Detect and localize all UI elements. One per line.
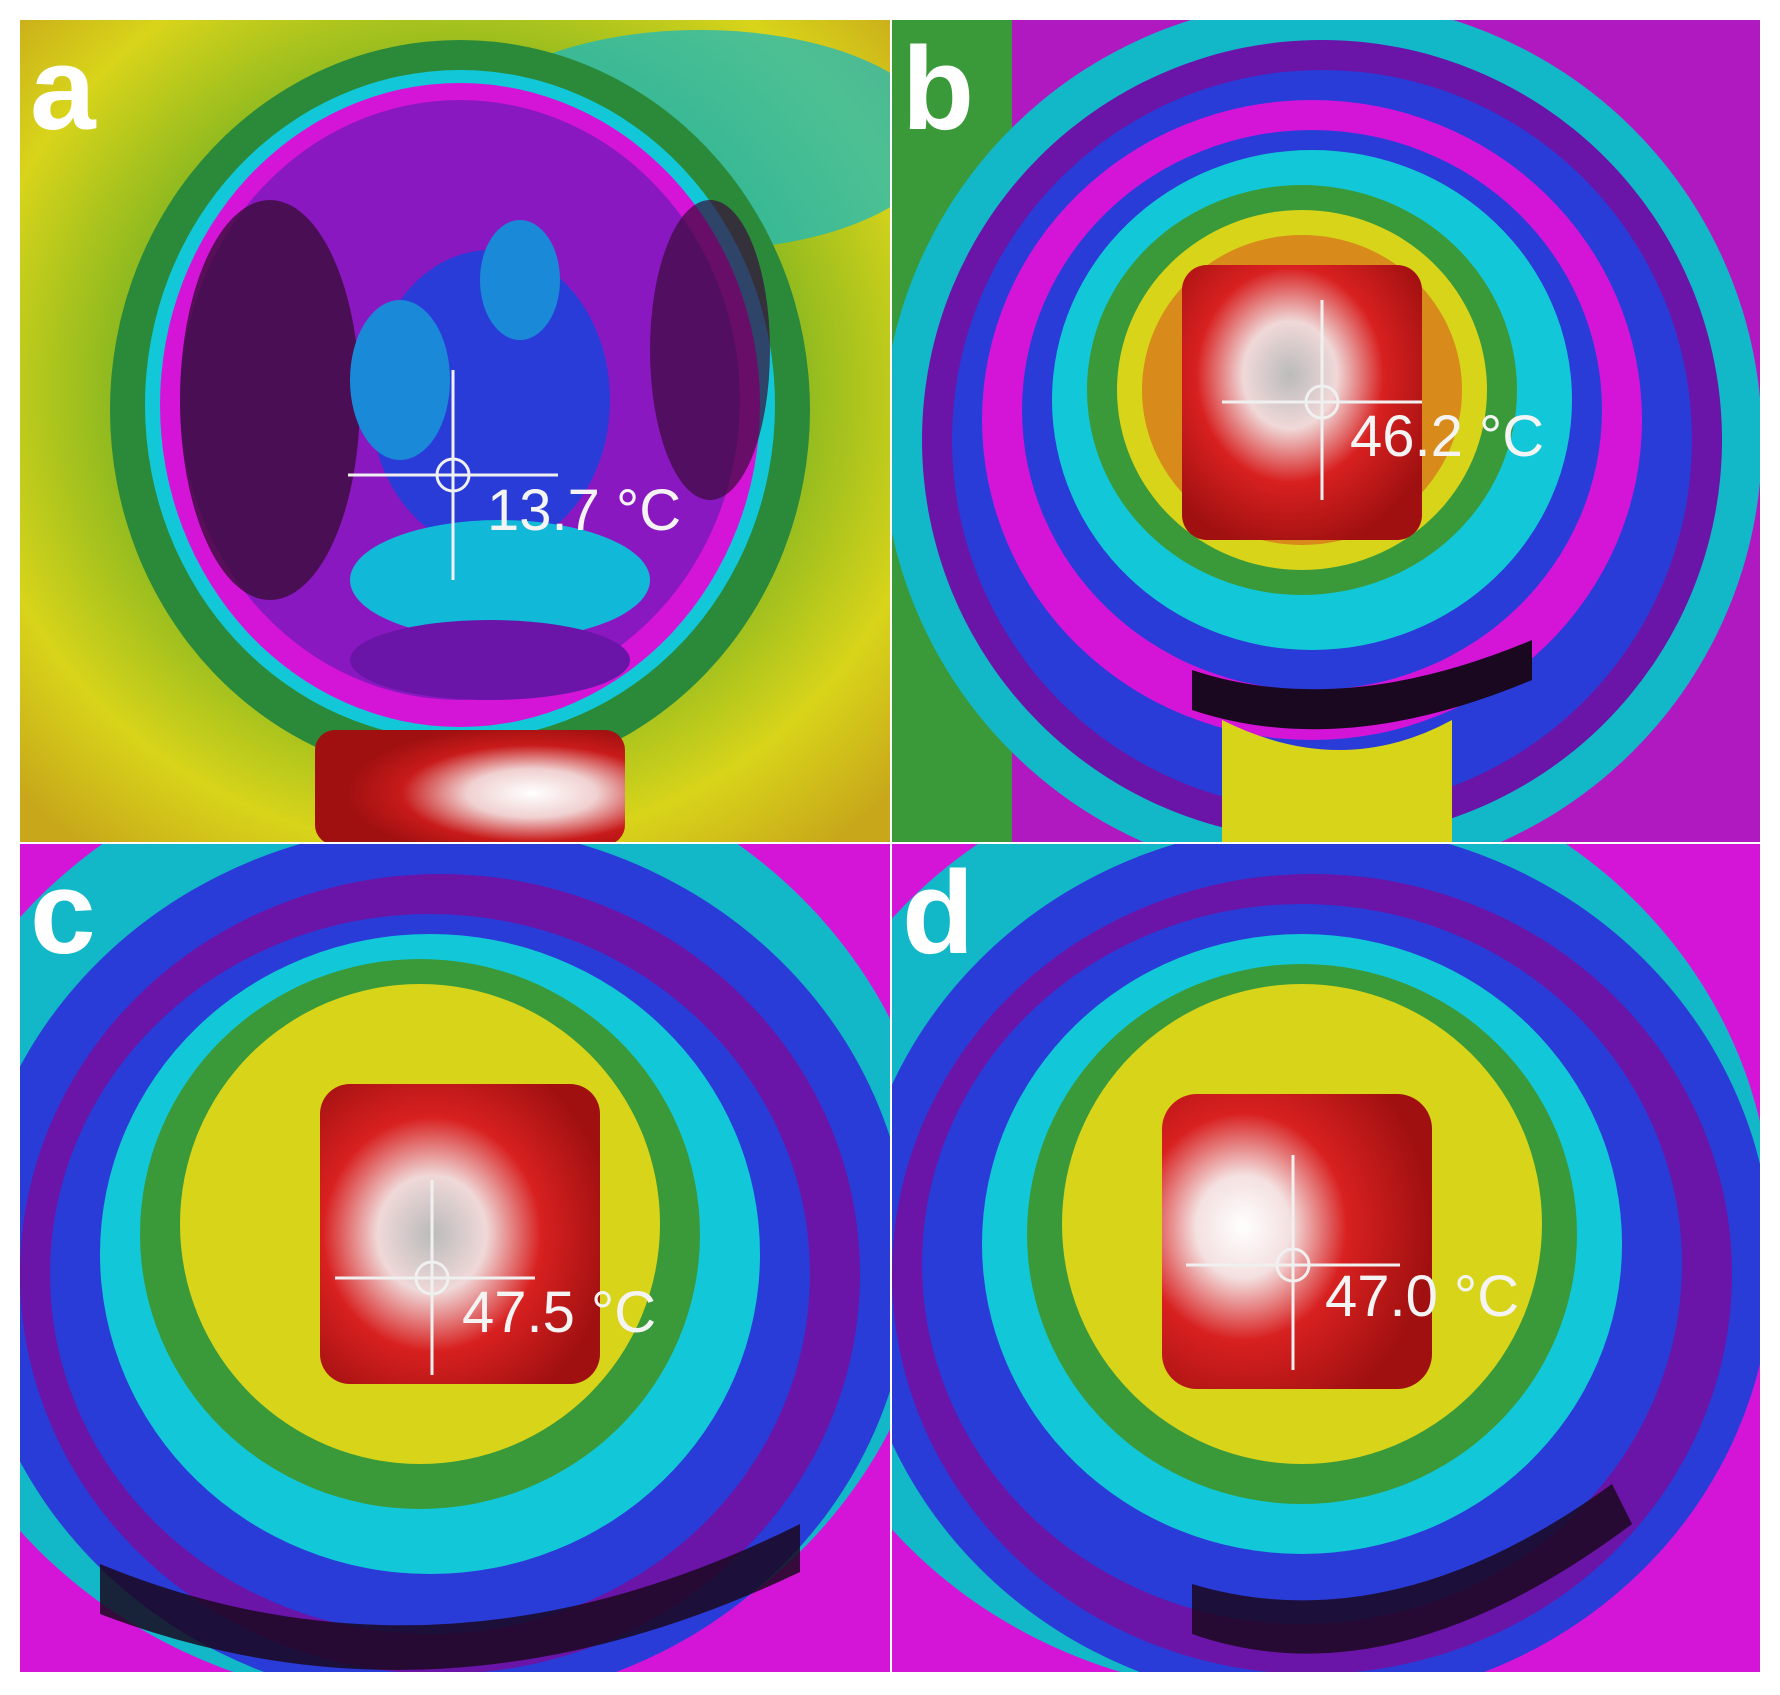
panel-label-a: a bbox=[30, 23, 96, 155]
thermal-image-c bbox=[20, 844, 890, 1672]
thermal-image-d bbox=[892, 844, 1760, 1672]
panel-label-d: d bbox=[902, 847, 975, 979]
thermal-image-b bbox=[892, 20, 1760, 842]
thermal-panel-c bbox=[20, 844, 890, 1672]
temperature-readout-d: 47.0 °C bbox=[1325, 1264, 1520, 1329]
panel-label-b: b bbox=[902, 23, 975, 155]
temperature-readout-b: 46.2 °C bbox=[1350, 404, 1545, 469]
thermal-panel-a bbox=[20, 20, 890, 842]
temperature-readout-a: 13.7 °C bbox=[487, 478, 682, 543]
thermal-panel-d bbox=[892, 844, 1760, 1672]
thermal-image-a bbox=[20, 20, 890, 842]
thermal-panel-b bbox=[892, 20, 1760, 842]
panel-label-c: c bbox=[30, 847, 96, 979]
temperature-readout-c: 47.5 °C bbox=[462, 1280, 657, 1345]
